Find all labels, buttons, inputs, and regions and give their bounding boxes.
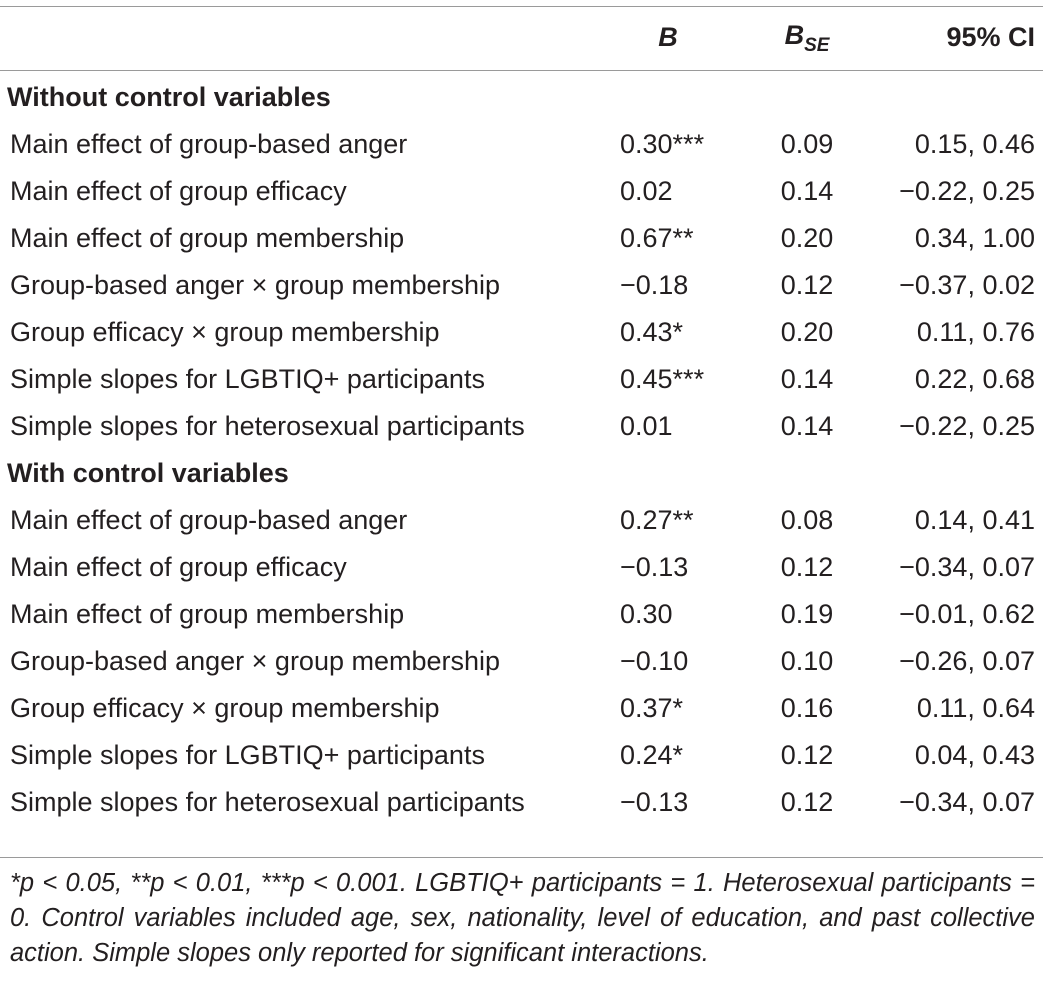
row-se-value: 0.09 [780, 129, 834, 159]
results-table: B BSE 95% CI Without control variables Ma… [0, 0, 1043, 826]
row-b-value: 0.02 [620, 176, 673, 206]
table-body: Without control variables Main effect of … [0, 74, 1043, 826]
table-row: Group-based anger × group membership −0.1… [0, 638, 1043, 685]
section-header-row: With control variables [0, 450, 1043, 497]
table-row: Main effect of group-based anger 0.30*** 0… [0, 121, 1043, 168]
row-b-value: 0.30 [620, 599, 673, 629]
row-ci-value: 0.22, 0.68 [914, 364, 1035, 394]
row-se-value: 0.20 [780, 223, 834, 253]
header-row: B BSE 95% CI [0, 0, 1043, 74]
row-b-value: 0.43* [620, 317, 684, 347]
row-label: Simple slopes for LGBTIQ+ participants [10, 364, 485, 394]
row-ci-value: −0.01, 0.62 [899, 599, 1035, 629]
table-row: Group efficacy × group membership 0.43* 0.… [0, 309, 1043, 356]
row-ci-value: −0.22, 0.25 [899, 411, 1035, 441]
row-se-value: 0.12 [780, 740, 834, 770]
row-se-value: 0.12 [780, 552, 834, 582]
header-b-text: B [658, 22, 678, 52]
row-label: Simple slopes for LGBTIQ+ participants [10, 740, 485, 770]
row-b-value: 0.30*** [620, 129, 705, 159]
row-label: Group efficacy × group membership [10, 317, 440, 347]
row-b-value: 0.45*** [620, 364, 705, 394]
row-ci-value: 0.15, 0.46 [914, 129, 1035, 159]
row-se-value: 0.08 [780, 505, 834, 535]
table-row: Group-based anger × group membership −0.1… [0, 262, 1043, 309]
row-ci-value: −0.34, 0.07 [899, 552, 1035, 582]
header-rule [0, 70, 1043, 71]
row-label: Group-based anger × group membership [10, 270, 501, 300]
row-b-value: 0.27** [620, 505, 694, 535]
row-label: Group-based anger × group membership [10, 646, 501, 676]
row-label: Main effect of group-based anger [10, 129, 408, 159]
table-row: Simple slopes for LGBTIQ+ participants 0.… [0, 732, 1043, 779]
row-b-value: −0.13 [620, 552, 689, 582]
row-ci-value: 0.11, 0.76 [916, 317, 1035, 347]
bottom-rule [0, 857, 1043, 858]
table-row: Main effect of group efficacy −0.13 0.12 −0… [0, 544, 1043, 591]
table-row: Main effect of group efficacy 0.02 0.14 −0.… [0, 168, 1043, 215]
row-label: Main effect of group membership [10, 223, 405, 253]
row-label: Main effect of group efficacy [10, 552, 347, 582]
row-se-value: 0.16 [780, 693, 834, 723]
row-se-value: 0.20 [780, 317, 834, 347]
row-ci-value: −0.26, 0.07 [899, 646, 1035, 676]
row-b-value: 0.37* [620, 693, 684, 723]
table-footnote: *p < 0.05, **p < 0.01, ***p < 0.001. LGB… [10, 869, 1035, 967]
section-title: With control variables [7, 458, 289, 488]
row-b-value: −0.13 [620, 787, 689, 817]
row-label: Main effect of group membership [10, 599, 405, 629]
header-bse: BSE [738, 0, 876, 74]
table-row: Simple slopes for heterosexual participa… [0, 779, 1043, 826]
row-label: Simple slopes for heterosexual participa… [10, 411, 525, 441]
section-title: Without control variables [7, 82, 331, 112]
row-b-value: −0.18 [620, 270, 689, 300]
row-ci-value: 0.34, 1.00 [914, 223, 1035, 253]
row-ci-value: 0.14, 0.41 [914, 505, 1035, 535]
table-row: Main effect of group membership 0.30 0.19 −… [0, 591, 1043, 638]
row-b-value: 0.01 [620, 411, 673, 441]
row-ci-value: 0.11, 0.64 [916, 693, 1035, 723]
row-ci-value: 0.04, 0.43 [914, 740, 1035, 770]
row-ci-value: −0.34, 0.07 [899, 787, 1035, 817]
header-label [0, 0, 598, 74]
row-b-value: 0.67** [620, 223, 694, 253]
row-label: Main effect of group efficacy [10, 176, 347, 206]
row-se-value: 0.14 [780, 176, 834, 206]
header-ci: 95% CI [946, 22, 1035, 52]
table-row: Group efficacy × group membership 0.37* 0.… [0, 685, 1043, 732]
row-b-value: 0.24* [620, 740, 684, 770]
row-label: Group efficacy × group membership [10, 693, 440, 723]
row-ci-value: −0.37, 0.02 [899, 270, 1035, 300]
header-b: B [598, 0, 738, 74]
row-ci-value: −0.22, 0.25 [899, 176, 1035, 206]
header-bse-subscript: SE [804, 35, 830, 56]
top-rule [0, 6, 1043, 7]
row-label: Main effect of group-based anger [10, 505, 408, 535]
table-row: Main effect of group-based anger 0.27** 0.… [0, 497, 1043, 544]
table-row: Simple slopes for heterosexual participa… [0, 403, 1043, 450]
row-b-value: −0.10 [620, 646, 689, 676]
row-se-value: 0.12 [780, 787, 834, 817]
row-se-value: 0.12 [780, 270, 834, 300]
table-row: Simple slopes for LGBTIQ+ participants 0.… [0, 356, 1043, 403]
row-label: Simple slopes for heterosexual participa… [10, 787, 525, 817]
row-se-value: 0.19 [780, 599, 834, 629]
row-se-value: 0.10 [780, 646, 834, 676]
header-bse-main: B [784, 20, 805, 50]
row-se-value: 0.14 [780, 411, 834, 441]
table-row: Main effect of group membership 0.67** 0.2… [0, 215, 1043, 262]
row-se-value: 0.14 [780, 364, 834, 394]
section-header-row: Without control variables [0, 74, 1043, 121]
